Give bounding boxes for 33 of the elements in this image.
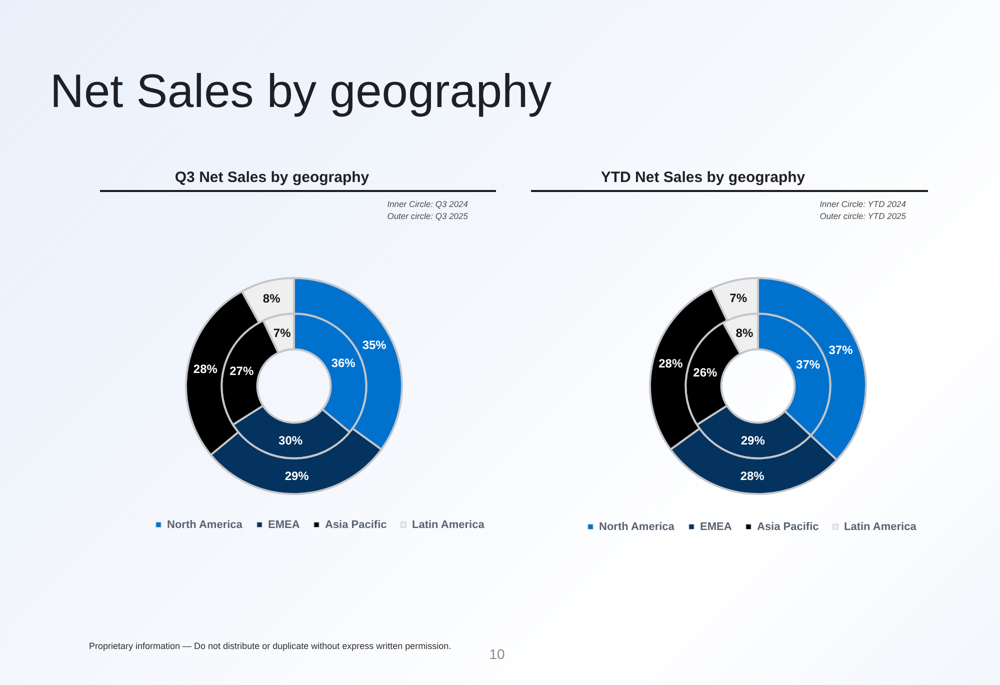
text: Outer circle: YTD 2025 — [820, 211, 906, 221]
legend-label: North America — [167, 518, 244, 531]
legend-label: Latin America — [412, 518, 486, 531]
data-label: 36% — [331, 356, 356, 370]
chart-title: YTD Net Sales by geography — [600, 169, 806, 186]
chart-title: Q3 Net Sales by geography — [174, 169, 370, 186]
data-label: 28% — [658, 356, 683, 371]
data-label: 37% — [796, 357, 820, 372]
data-label: 8% — [262, 292, 281, 306]
legend-label: EMEA — [268, 518, 300, 531]
legend-label: Latin America — [844, 520, 918, 533]
data-label: 26% — [693, 365, 718, 380]
data-label: 28% — [193, 362, 218, 376]
text: Proprietary information — Do not distribute or duplicate without express written permission. — [89, 641, 452, 651]
legend-label: North America — [599, 520, 676, 533]
data-label: 8% — [736, 326, 754, 340]
text: Inner Circle: Q3 2024 — [387, 199, 468, 209]
data-label: 29% — [284, 469, 310, 484]
text: 10 — [489, 646, 505, 662]
data-label: 7% — [730, 290, 748, 305]
data-label: 7% — [273, 326, 292, 340]
data-label: 29% — [740, 433, 766, 448]
data-label: 28% — [740, 469, 765, 483]
text: Net Sales by geography — [50, 64, 552, 117]
data-label: 27% — [230, 364, 254, 378]
text: Inner Circle: YTD 2024 — [820, 199, 906, 209]
data-label: 37% — [828, 343, 854, 358]
legend-label: Asia Pacific — [757, 520, 819, 533]
text: Outer circle: Q3 2025 — [387, 211, 468, 221]
legend-label: EMEA — [700, 520, 732, 533]
data-label: 35% — [362, 338, 387, 352]
legend-label: Asia Pacific — [325, 518, 387, 531]
data-label: 30% — [278, 433, 303, 448]
